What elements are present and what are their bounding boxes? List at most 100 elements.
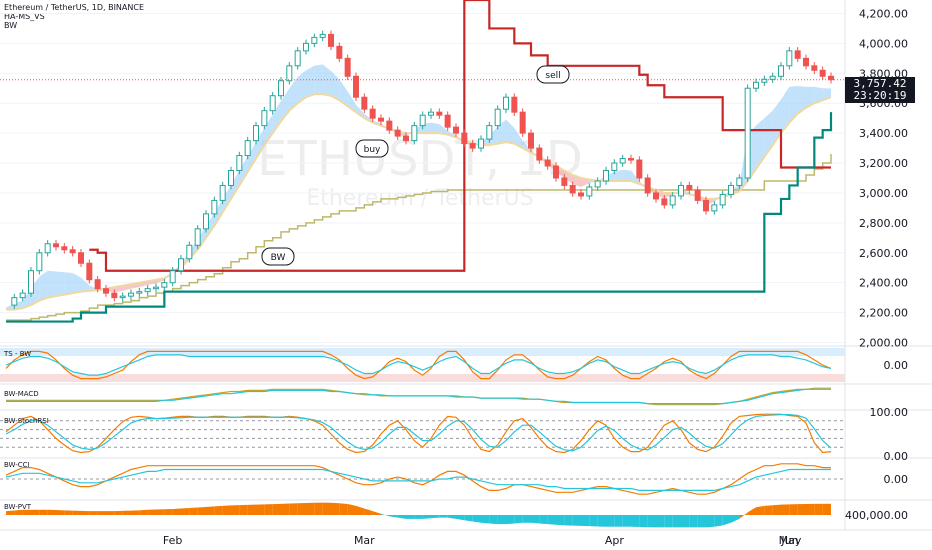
pvt-area-segment [147, 509, 156, 515]
candle-up [728, 184, 734, 195]
candle-up [503, 96, 509, 110]
candle-up [194, 228, 201, 246]
stop-line-green [6, 112, 833, 323]
pane-series-line [5, 468, 831, 491]
bull-cloud-segment [297, 70, 306, 104]
candle-up [494, 108, 501, 127]
bull-cloud-segment [72, 272, 81, 294]
candle-up [594, 180, 601, 188]
candle-up [678, 184, 684, 197]
candle-up [478, 138, 484, 149]
pvt-area-segment [456, 515, 465, 521]
pvt-area-segment [364, 508, 373, 515]
candle-up [319, 33, 326, 38]
time-tick-label: Apr [605, 534, 625, 547]
pvt-area-segment [264, 504, 273, 515]
bull-cloud-segment [797, 86, 806, 114]
bull-cloud-segment [489, 126, 498, 146]
pvt-area-segment [106, 511, 115, 515]
pvt-area-segment [681, 515, 690, 528]
candle-up [428, 111, 434, 116]
candle-down [86, 262, 93, 281]
candle-up [119, 295, 126, 299]
pvt-area-segment [531, 515, 540, 524]
indicator-panes [0, 345, 932, 528]
price-tick-label: 3,200.00 [859, 157, 908, 170]
candle-up [153, 286, 159, 290]
pvt-area-segment [539, 515, 548, 525]
pvt-area-segment [181, 507, 190, 515]
pane-tick-label: 400,000.00 [845, 509, 908, 522]
bull-cloud-segment [39, 270, 48, 301]
pane-title-ts-bw: TS - BW [3, 350, 31, 358]
candle-down [628, 158, 634, 161]
candle-down [811, 65, 818, 71]
candle-up [603, 170, 609, 182]
bull-cloud-segment [781, 86, 790, 134]
bull-cloud-segment [764, 110, 773, 158]
indicator-label-bw: BW [4, 21, 18, 30]
bull-cloud-segment [356, 104, 365, 119]
time-tick-label: May [779, 534, 802, 547]
pvt-area-segment [489, 515, 498, 525]
time-tick-label: Jun [780, 534, 798, 547]
candle-down [461, 132, 468, 145]
candle-up [36, 252, 43, 272]
candle-up [669, 195, 676, 206]
bull-cloud-segment [56, 271, 65, 297]
bull-cloud-segment [239, 156, 248, 186]
pvt-area-segment [547, 515, 556, 525]
pvt-area-segment [289, 503, 298, 515]
pvt-area-segment [814, 503, 823, 515]
bw-callout: BW [261, 247, 295, 266]
candle-down [436, 111, 443, 116]
pvt-area-segment [339, 503, 348, 515]
trail-line-olive [6, 154, 832, 321]
bull-cloud-segment [806, 86, 815, 108]
pvt-area-segment [731, 515, 740, 523]
pvt-area-segment [247, 504, 256, 515]
pvt-area-segment [464, 515, 473, 522]
pane-series-line [5, 414, 832, 452]
candle-down [569, 184, 576, 194]
pvt-area-segment [64, 510, 73, 515]
bull-cloud-segment [214, 198, 223, 226]
candle-up [311, 36, 318, 44]
bull-cloud-segment [439, 124, 448, 135]
candle-down [386, 120, 393, 131]
pvt-area-segment [639, 515, 648, 528]
bull-cloud-segment [47, 270, 56, 298]
pvt-area-segment [6, 510, 15, 515]
candle-down [69, 249, 76, 254]
pvt-area-segment [414, 515, 423, 519]
pvt-area-segment [172, 508, 181, 515]
pvt-area-segment [22, 509, 31, 515]
bull-cloud-segment [772, 99, 781, 146]
price-tick-label: 2,200.00 [859, 307, 908, 320]
bull-cloud-segment [431, 122, 440, 134]
pvt-area-segment [164, 509, 173, 515]
price-tick-label: 4,000.00 [859, 37, 908, 50]
pane-title-bw-stochrsi: BW-StochRSI [4, 417, 49, 425]
bull-cloud-segment [231, 170, 240, 199]
bull-cloud-segment [522, 140, 531, 153]
bull-cloud-segment [206, 213, 215, 238]
pvt-area-segment [31, 509, 40, 515]
candle-down [511, 96, 518, 113]
time-tick-label: Feb [163, 534, 182, 547]
price-tick-label: 2,800.00 [859, 217, 908, 230]
candle-down [378, 117, 384, 122]
candle-down [519, 111, 526, 134]
stop-line-red [89, 0, 831, 272]
price-tick-label: 2,000.00 [859, 337, 908, 350]
candle-down [344, 57, 351, 77]
candle-down [369, 108, 376, 119]
sell-callout: sell [536, 65, 570, 84]
candle-up [303, 42, 309, 52]
indicator-label-ha-ms-vs: HA-MS_VS [4, 12, 45, 21]
pane-series-line [5, 413, 832, 454]
pvt-area-segment [797, 503, 806, 515]
pvt-area-segment [214, 505, 223, 515]
pvt-area-segment [781, 504, 790, 515]
